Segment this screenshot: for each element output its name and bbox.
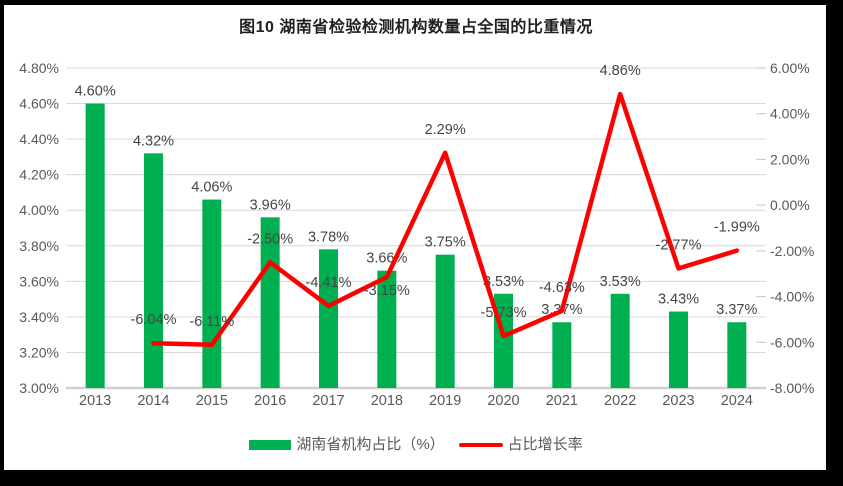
x-axis-label-2023: 2023 (662, 393, 694, 409)
line-label-2014: -6.04% (131, 312, 177, 328)
x-axis-label-2013: 2013 (79, 393, 111, 409)
bar-label-2024: 3.37% (716, 302, 757, 318)
line-label-2016: -2.50% (247, 231, 293, 247)
line-label-2019: 2.29% (425, 122, 466, 138)
left-axis-tick-label: 4.80% (19, 60, 59, 76)
bar-2018 (377, 270, 397, 388)
bar-2023 (669, 311, 688, 388)
x-axis-label-2020: 2020 (487, 393, 519, 409)
bar-2013 (85, 103, 105, 389)
right-axis-tick-label: 4.00% (770, 106, 810, 122)
bar-label-2013: 4.60% (75, 84, 116, 100)
right-axis-tick-label: -4.00% (770, 289, 814, 305)
bar-label-2014: 4.32% (133, 133, 174, 149)
growth-rate-line (151, 91, 740, 348)
x-axis-label-2018: 2018 (371, 393, 403, 409)
bar-2024 (727, 322, 747, 388)
legend-item-line: 占比增长率 (458, 436, 583, 453)
legend-item-bar: 湖南省机构占比（%） (249, 436, 445, 453)
bar-2021 (552, 322, 572, 388)
left-axis-tick-label: 4.40% (19, 131, 59, 147)
left-axis-tick-label: 3.80% (19, 238, 59, 254)
right-axis-tick-label: -8.00% (770, 380, 814, 396)
left-axis-tick-label: 3.00% (19, 380, 59, 396)
line-label-2023: -2.77% (656, 237, 702, 253)
x-axis-label-2019: 2019 (429, 393, 461, 409)
x-axis-label-2017: 2017 (312, 393, 344, 409)
left-axis-tick-label: 3.40% (19, 309, 59, 325)
right-axis-tick-label: 2.00% (770, 151, 810, 167)
bar-2016 (260, 217, 280, 388)
bar-label-2020: 3.53% (483, 274, 524, 290)
x-axis-label-2014: 2014 (137, 393, 169, 409)
line-label-2018: -3.15% (364, 283, 410, 299)
left-axis-tick-label: 4.20% (19, 167, 59, 183)
bar-label-2017: 3.78% (308, 229, 349, 245)
bar-series-swatch-icon (249, 440, 292, 450)
bar-2017 (319, 249, 338, 388)
left-axis-tick-label: 4.60% (19, 96, 59, 112)
legend: 湖南省机构占比（%） 占比增长率 (66, 437, 766, 453)
line-label-2020: -5.73% (481, 305, 527, 321)
bar-label-2016: 3.96% (250, 197, 291, 213)
x-axis-label-2022: 2022 (604, 393, 636, 409)
line-series-swatch-icon (458, 443, 503, 447)
bar-label-2022: 3.53% (600, 274, 641, 290)
chart-title: 图10 湖南省检验检测机构数量占全国的比重情况 (239, 19, 593, 36)
left-axis-tick-label: 4.00% (19, 202, 59, 218)
chart-canvas (4, 5, 826, 470)
line-label-2021: -4.63% (539, 280, 585, 296)
left-axis-tick-label: 3.60% (19, 273, 59, 289)
line-label-2024: -1.99% (714, 220, 760, 236)
right-axis-tick-label: 6.00% (770, 60, 810, 76)
right-axis-tick-label: -6.00% (770, 334, 814, 350)
bar-2019 (435, 254, 455, 388)
bar-label-2019: 3.75% (425, 235, 466, 251)
x-axis-label-2024: 2024 (721, 393, 753, 409)
x-axis-label-2015: 2015 (196, 393, 228, 409)
bar-label-2018: 3.66% (366, 251, 407, 267)
bar-2014 (144, 153, 163, 388)
right-axis-tick-label: 0.00% (770, 197, 810, 213)
bar-2015 (202, 199, 222, 388)
legend-label-bar: 湖南省机构占比（%） (296, 436, 445, 453)
line-label-2015: -6.11% (189, 314, 234, 330)
left-axis-tick-label: 3.20% (19, 344, 59, 360)
x-axis-label-2016: 2016 (254, 393, 286, 409)
bar-label-2023: 3.43% (658, 292, 699, 308)
right-axis-tick-label: -2.00% (770, 243, 814, 259)
legend-label-line: 占比增长率 (507, 436, 583, 453)
line-label-2022: 4.86% (600, 63, 641, 79)
x-axis-label-2021: 2021 (546, 393, 578, 409)
bar-label-2015: 4.06% (191, 180, 232, 196)
bar-2022 (610, 293, 630, 388)
line-label-2017: -4.41% (306, 275, 352, 291)
